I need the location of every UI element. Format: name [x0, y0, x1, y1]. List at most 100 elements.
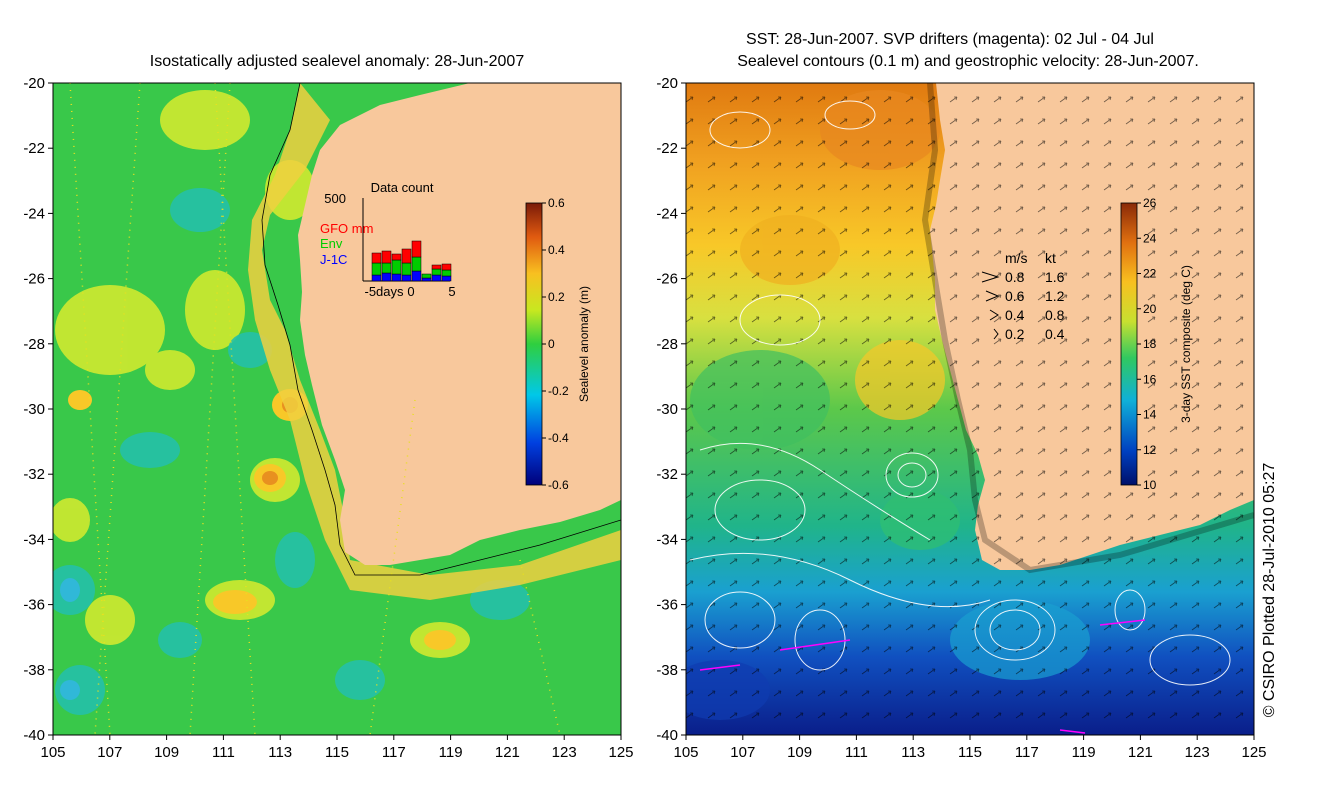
lon-tick-label: 125 — [1241, 744, 1266, 761]
lat-tick-label: -24 — [23, 205, 45, 222]
inset-x-label-end: 5 — [448, 284, 455, 299]
speed-arrow-icon — [993, 328, 999, 340]
sst-map — [686, 83, 1254, 735]
speed-value-ms: 0.4 — [1005, 307, 1025, 323]
inset-bar-segment — [411, 240, 422, 258]
lon-tick-label: 117 — [1015, 744, 1039, 761]
sla-colorbar-label: Sealevel anomaly (m) — [577, 286, 591, 402]
colorbar-tick-label: 22 — [1143, 267, 1157, 281]
inset-bar-segment — [431, 274, 442, 282]
colorbar-tick-label: 0.6 — [548, 196, 565, 210]
inset-bar-segment — [381, 272, 392, 282]
sst-colorbar: 26 24 22 20 18 16 14 12 10 3-day SST composite (… — [1120, 196, 1193, 492]
inset-bar-segment — [431, 264, 442, 270]
lon-tick-label: 123 — [1185, 744, 1210, 761]
inset-title: Data count — [371, 180, 434, 195]
colorbar-tick-label: -0.2 — [548, 384, 569, 398]
colorbar-tick-label: 10 — [1143, 478, 1157, 492]
lat-tick-label: -38 — [656, 662, 678, 679]
speed-legend-header-kt: kt — [1045, 250, 1056, 266]
lon-tick-label: 117 — [382, 744, 406, 761]
lat-tick-label: -26 — [656, 271, 678, 288]
lon-tick-label: 115 — [958, 744, 982, 761]
lat-tick-label: -40 — [23, 727, 45, 744]
lon-tick-label: 125 — [608, 744, 633, 761]
geostrophic-velocity-arrows — [686, 83, 1254, 735]
sla-negative-anomalies — [53, 188, 530, 715]
lon-tick-label: 113 — [268, 744, 292, 761]
speed-legend-header-ms: m/s — [1005, 250, 1028, 266]
right-lat-ticks: -20 -22 -24 -26 -28 -30 -32 -34 -36 -38 -40 — [656, 75, 686, 744]
inset-bar-segment — [391, 259, 402, 275]
colorbar-tick-label: -0.6 — [548, 478, 569, 492]
inset-bar-segment — [371, 262, 382, 276]
sla-coastal-band — [248, 83, 621, 600]
inset-bar-segment — [411, 270, 422, 282]
lon-tick-label: 111 — [212, 744, 235, 761]
sst-colorbar-label: 3-day SST composite (deg C) — [1179, 265, 1193, 423]
colorbar-tick-label: 16 — [1143, 372, 1157, 386]
lon-tick-label: 105 — [673, 744, 698, 761]
sla-isobath — [261, 83, 621, 576]
inset-legend-gfo: GFO mm — [320, 221, 373, 236]
right-panel-title-line1: SST: 28-Jun-2007. SVP drifters (magenta)… — [746, 31, 1154, 48]
lon-tick-label: 121 — [1128, 744, 1153, 761]
lon-tick-label: 109 — [787, 744, 812, 761]
inset-bar-segment — [421, 273, 432, 279]
lat-tick-label: -28 — [23, 336, 45, 353]
lon-tick-label: 105 — [40, 744, 65, 761]
colorbar-tick-label: 20 — [1143, 302, 1157, 316]
speed-value-kt: 1.2 — [1045, 288, 1065, 304]
lat-tick-label: -32 — [656, 466, 678, 483]
speed-value-kt: 0.8 — [1045, 307, 1065, 323]
data-count-inset: Data count 500 -5days 0 5 GFO mm Env J-1… — [320, 180, 456, 299]
inset-bar-segment — [421, 277, 432, 282]
speed-value-kt: 1.6 — [1045, 269, 1065, 285]
lon-tick-label: 119 — [439, 744, 463, 761]
sla-altimeter-tracks — [69, 83, 561, 735]
lat-tick-label: -20 — [23, 75, 45, 92]
colorbar-tick-label: 14 — [1143, 408, 1157, 422]
lat-tick-label: -36 — [23, 597, 45, 614]
lat-tick-label: -26 — [23, 271, 45, 288]
speed-arrow-icon — [989, 309, 999, 321]
csiro-credit: © CSIRO Plotted 28-Jul-2010 05:27 — [1261, 463, 1278, 718]
inset-bar-segment — [431, 268, 442, 276]
lon-tick-label: 109 — [154, 744, 179, 761]
colorbar-tick-label: -0.4 — [548, 431, 569, 445]
colorbar-tick-label: 0 — [548, 337, 555, 351]
boundary-current — [921, 83, 1254, 574]
lon-tick-label: 119 — [1072, 744, 1096, 761]
lon-tick-label: 113 — [901, 744, 925, 761]
speed-value-ms: 0.8 — [1005, 269, 1025, 285]
inset-bar-segment — [371, 274, 382, 282]
inset-bar-segment — [381, 262, 392, 274]
inset-bar-segment — [401, 262, 412, 276]
sla-colorbar-ticks: 0.6 0.4 0.2 0 -0.2 -0.4 -0.6 — [542, 196, 569, 492]
inset-bar-segment — [441, 269, 452, 277]
right-panel-title-line2: Sealevel contours (0.1 m) and geostrophi… — [737, 53, 1199, 70]
lon-tick-label: 123 — [552, 744, 577, 761]
inset-bar-segment — [371, 252, 382, 264]
right-lon-ticks: 105 107 109 111 113 115 117 119 121 123 125 — [673, 735, 1267, 761]
inset-ymax-label: 500 — [324, 191, 346, 206]
inset-x-label-start: -5days — [364, 284, 404, 299]
speed-arrow-icon — [981, 271, 1000, 283]
sla-colorbar-scale — [525, 202, 543, 486]
colorbar-tick-label: 0.4 — [548, 243, 565, 257]
lat-tick-label: -22 — [23, 140, 45, 157]
speed-arrow-icon — [985, 290, 1000, 302]
lat-tick-label: -24 — [656, 205, 678, 222]
lon-tick-label: 121 — [495, 744, 520, 761]
speed-value-kt: 0.4 — [1045, 326, 1065, 342]
inset-legend-env: Env — [320, 236, 343, 251]
sst-colorbar-scale — [1120, 202, 1138, 486]
lat-tick-label: -36 — [656, 597, 678, 614]
inset-bar-segment — [401, 248, 412, 264]
inset-bar-segment — [401, 274, 412, 282]
lat-tick-label: -40 — [656, 727, 678, 744]
lon-tick-label: 111 — [845, 744, 868, 761]
sla-strong-negative-anomalies — [60, 578, 80, 700]
lat-tick-label: -34 — [656, 531, 678, 548]
